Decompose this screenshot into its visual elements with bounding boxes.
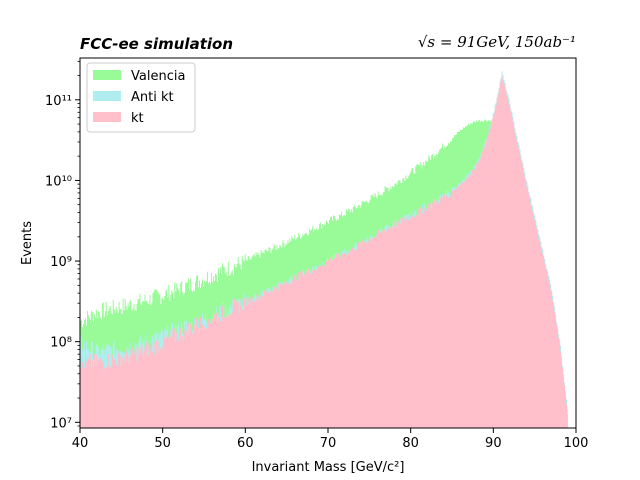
x-tick-label: 70 <box>320 436 337 451</box>
x-tick-label: 90 <box>485 436 502 451</box>
legend-swatch <box>93 91 121 101</box>
series-layer <box>80 71 568 428</box>
y-axis: 10⁷ 10⁸ 10⁹ 10¹⁰ 10¹¹ <box>45 60 80 431</box>
legend-swatch <box>93 112 121 122</box>
legend: Valencia Anti kt kt <box>86 62 196 133</box>
x-tick-label: 100 <box>564 436 589 451</box>
y-tick-label: 10⁹ <box>50 255 72 270</box>
legend-label: kt <box>131 111 144 126</box>
y-tick-label: 10¹¹ <box>45 94 72 109</box>
x-tick-label: 60 <box>237 436 254 451</box>
y-tick-label: 10⁸ <box>50 336 72 351</box>
y-axis-label: Events <box>20 221 35 265</box>
x-axis: 40 50 60 70 80 90 100 <box>72 428 589 451</box>
x-axis-label: Invariant Mass [GeV/c²] <box>252 460 405 475</box>
legend-swatch <box>93 70 121 80</box>
x-tick-label: 80 <box>402 436 419 451</box>
chart-subtitle: √s = 91GeV, 150ab⁻¹ <box>418 33 576 51</box>
x-tick-label: 40 <box>72 436 89 451</box>
y-tick-label: 10⁷ <box>50 416 72 431</box>
series-area-kt <box>80 75 568 428</box>
chart-title: FCC-ee simulation <box>80 35 233 53</box>
y-tick-label: 10¹⁰ <box>45 174 72 189</box>
legend-label: Anti kt <box>131 90 174 105</box>
legend-label: Valencia <box>131 69 185 84</box>
x-tick-label: 50 <box>154 436 171 451</box>
